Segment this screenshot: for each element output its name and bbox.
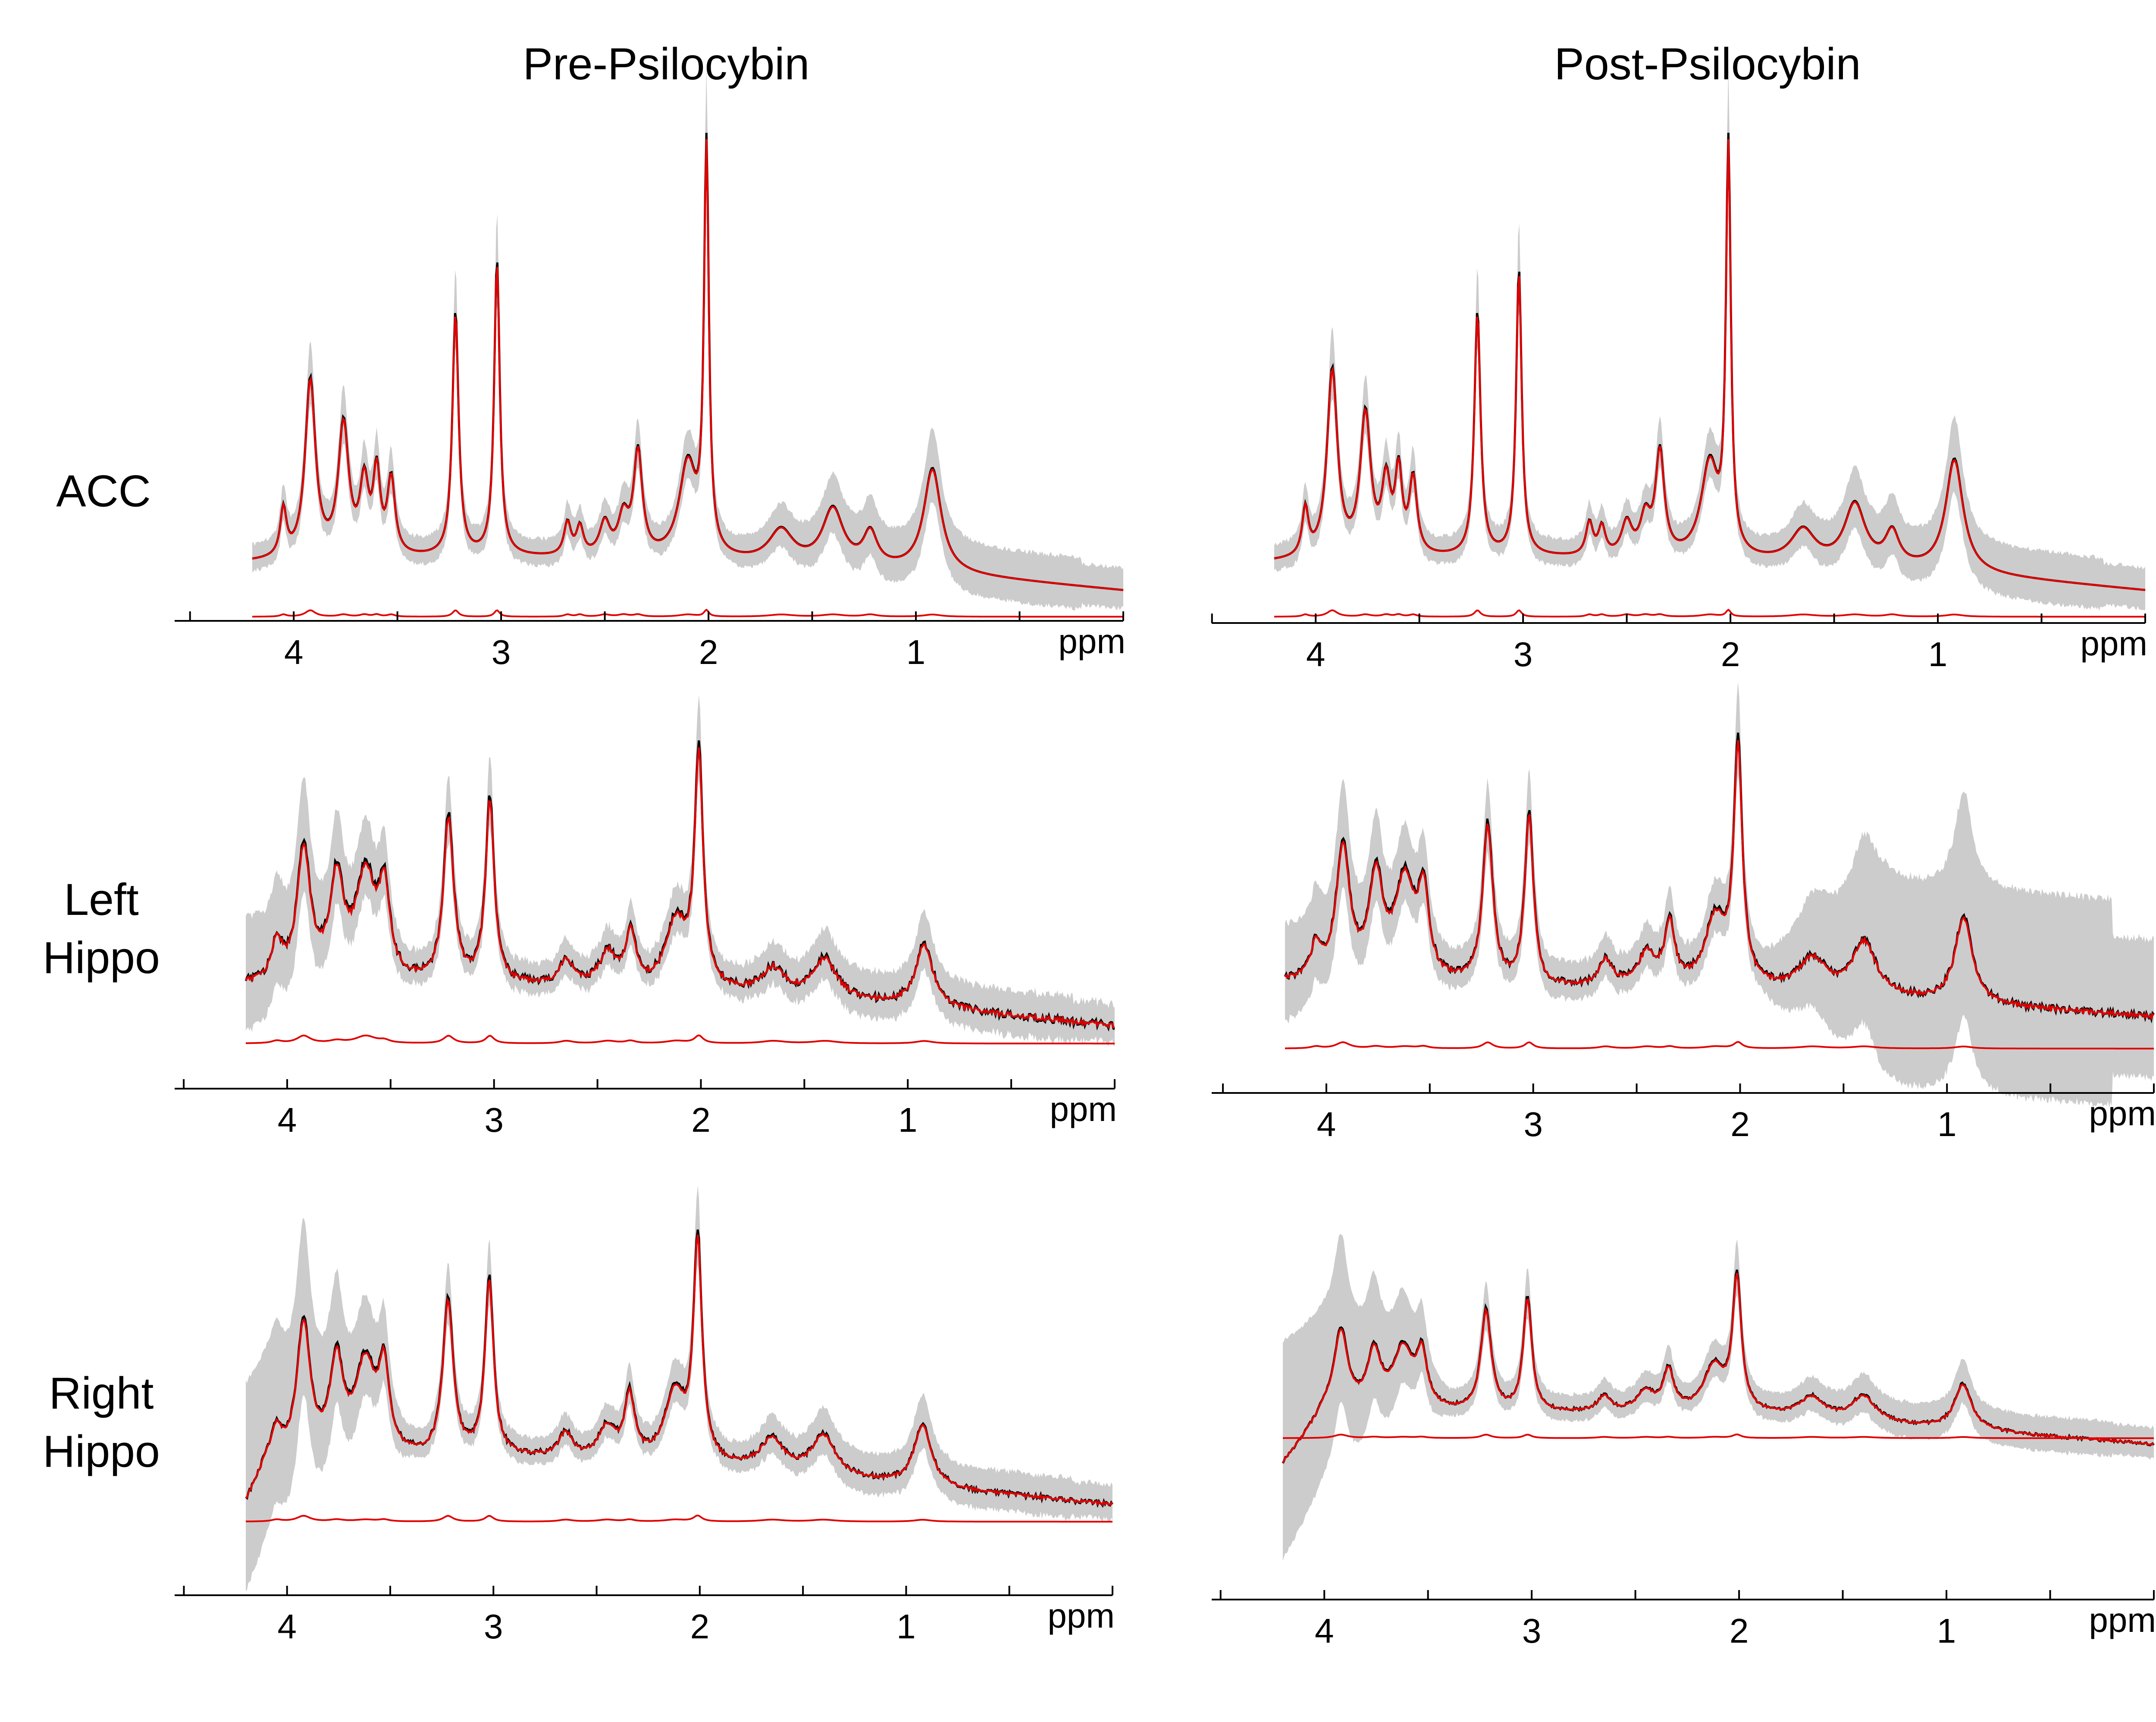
sd-band-rhippo-post [1283, 1234, 2154, 1561]
x-axis-label-lhippo-post: ppm [2089, 1094, 2156, 1133]
residual-line-rhippo-post [1283, 1433, 2154, 1439]
x-tick-label-lhippo-post: 2 [1730, 1105, 1750, 1143]
x-tick-label-acc-post: 1 [1928, 635, 1948, 673]
row-label-left-hippo-line2: Hippo [43, 933, 160, 983]
sd-band-acc-post [1274, 66, 2145, 611]
x-axis-label-lhippo-pre: ppm [1050, 1090, 1117, 1128]
x-tick-label-lhippo-post: 3 [1523, 1105, 1543, 1143]
x-tick-label-rhippo-post: 1 [1937, 1612, 1956, 1650]
x-tick-label-rhippo-pre: 3 [484, 1607, 503, 1646]
x-axis-label-rhippo-pre: ppm [1047, 1597, 1115, 1635]
row-label-left-hippo: Left Hippo [11, 871, 192, 987]
fit-line-acc-pre [252, 139, 1124, 591]
panel-acc-post: 4 3 2 1 ppm [1211, 66, 2147, 673]
row-label-acc: ACC [13, 462, 194, 520]
residual-line-lhippo-post [1285, 1041, 2154, 1050]
panel-rhippo-pre: 4 3 2 1 ppm [175, 1186, 1115, 1646]
residual-line-acc-pre [252, 608, 1123, 618]
row-label-right-hippo-line2: Hippo [43, 1427, 160, 1477]
x-tick-label-rhippo-pre: 4 [277, 1607, 297, 1646]
x-axis-label-rhippo-post: ppm [2089, 1601, 2156, 1639]
x-tick-label-rhippo-pre: 1 [896, 1607, 916, 1646]
x-tick-label-acc-pre: 4 [284, 633, 304, 671]
sd-band-acc-pre [252, 67, 1123, 611]
fit-line-rhippo-post [1282, 1273, 2155, 1463]
panel-acc-pre: 4 3 2 1 ppm [175, 67, 1125, 671]
panel-lhippo-post: 4 3 2 1 ppm [1212, 682, 2156, 1143]
x-tick-label-acc-post: 4 [1306, 635, 1326, 673]
fit-line-lhippo-pre [245, 747, 1115, 1029]
fit-line-acc-post [1274, 139, 2146, 591]
x-tick-label-lhippo-pre: 4 [278, 1101, 297, 1139]
column-title-pre: Pre-Psilocybin [523, 39, 810, 89]
x-axis-label-acc-pre: ppm [1058, 622, 1125, 661]
sd-band-rhippo-pre [246, 1186, 1112, 1591]
x-tick-label-lhippo-post: 4 [1317, 1105, 1336, 1143]
x-tick-label-rhippo-post: 4 [1315, 1612, 1334, 1650]
x-tick-label-acc-post: 2 [1721, 635, 1740, 673]
sd-band-lhippo-post [1285, 682, 2154, 1108]
panel-lhippo-pre: 4 3 2 1 ppm [175, 695, 1117, 1139]
fit-line-lhippo-post [1284, 740, 2155, 1021]
residual-line-acc-post [1274, 608, 2145, 618]
x-tick-label-rhippo-post: 3 [1522, 1612, 1542, 1650]
x-axis-label-acc-post: ppm [2080, 624, 2147, 663]
x-tick-label-acc-post: 3 [1514, 635, 1533, 673]
residual-line-rhippo-pre [245, 1514, 1112, 1523]
x-tick-label-lhippo-post: 1 [1937, 1105, 1957, 1143]
residual-line-lhippo-pre [245, 1034, 1115, 1045]
sd-band-lhippo-pre [246, 695, 1115, 1046]
x-tick-label-rhippo-pre: 2 [690, 1607, 710, 1646]
row-label-right-hippo: Right Hippo [11, 1365, 192, 1481]
row-label-right-hippo-line1: Right [49, 1368, 154, 1418]
x-tick-label-acc-pre: 1 [906, 633, 926, 671]
x-tick-label-acc-pre: 2 [699, 633, 718, 671]
panel-rhippo-post: 4 3 2 1 ppm [1212, 1234, 2156, 1650]
x-tick-label-acc-pre: 3 [492, 633, 511, 671]
x-tick-label-rhippo-post: 2 [1730, 1612, 1749, 1650]
row-label-left-hippo-line1: Left [64, 874, 139, 925]
x-tick-label-lhippo-pre: 1 [898, 1101, 918, 1139]
fit-line-rhippo-pre [245, 1234, 1113, 1506]
row-label-acc-line1: ACC [56, 466, 151, 517]
column-title-post: Post-Psilocybin [1554, 39, 1861, 89]
x-tick-label-lhippo-pre: 2 [691, 1101, 711, 1139]
x-tick-label-lhippo-pre: 3 [484, 1101, 504, 1139]
